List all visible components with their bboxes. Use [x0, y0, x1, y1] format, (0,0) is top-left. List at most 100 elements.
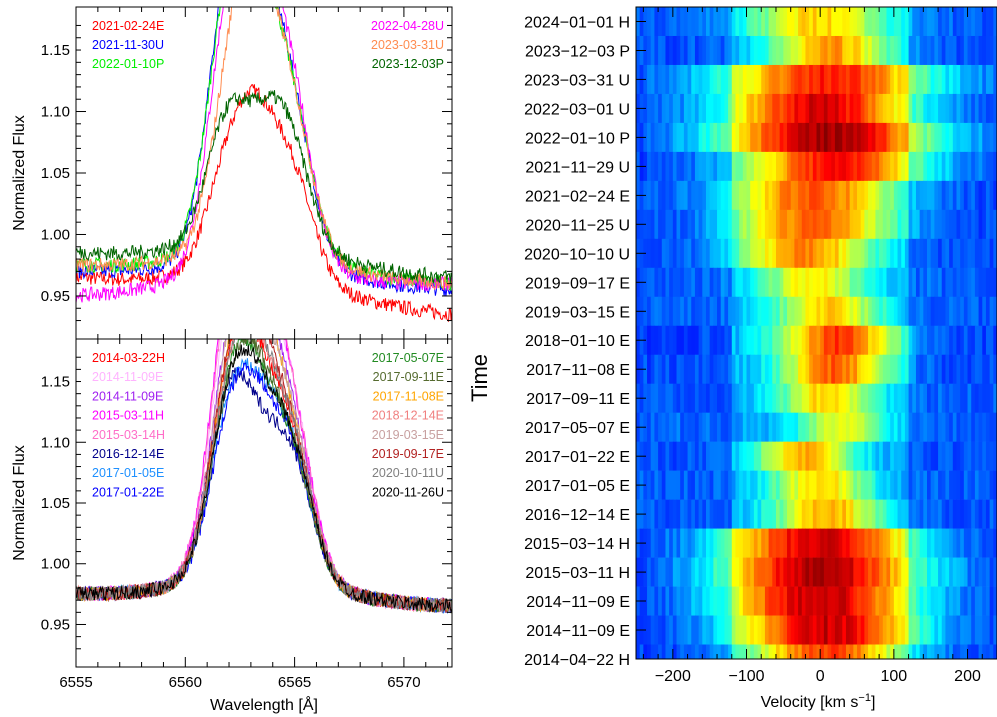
heatmap-cell [672, 238, 678, 269]
heatmap-cell [669, 93, 674, 124]
heatmap-cell [680, 383, 685, 413]
heatmap-cell [717, 296, 722, 327]
heatmap-cell [930, 238, 935, 269]
heatmap-cell [875, 93, 880, 124]
heatmap-cell [761, 35, 766, 66]
heatmap-cell [779, 412, 784, 442]
heatmap-cell [753, 528, 759, 558]
heatmap-cell [687, 325, 692, 356]
heatmap-cell [735, 528, 740, 558]
heatmap-cell [919, 325, 924, 356]
heatmap-cell [672, 296, 678, 327]
heatmap-cell [982, 93, 987, 124]
heatmap-cell [809, 64, 814, 95]
heatmap-cell [868, 7, 873, 37]
heatmap-cell [893, 383, 899, 413]
heatmap-cell [893, 209, 899, 240]
heatmap-cell [683, 35, 689, 66]
heatmap-cell [827, 151, 832, 182]
heatmap-cell [864, 180, 869, 211]
heatmap-cell [764, 354, 770, 385]
heatmap-cell [709, 615, 714, 645]
heatmap-cell [783, 93, 788, 124]
time-row-label: 2023−12−03 P [525, 44, 630, 61]
heatmap-cell [694, 238, 700, 269]
heatmap-cell [724, 586, 729, 616]
heatmap-cell [717, 644, 722, 660]
heatmap-cell [857, 528, 862, 558]
heatmap-cell [669, 528, 674, 558]
heatmap-cell [897, 180, 902, 211]
heatmap-cell [974, 7, 980, 37]
heatmap-cell [647, 499, 652, 529]
heatmap-cell [901, 528, 906, 558]
heatmap-cell [672, 151, 678, 182]
heatmap-cell [812, 644, 818, 660]
heatmap-cell [787, 151, 792, 182]
heatmap-cell [669, 122, 674, 153]
heatmap-cell [794, 354, 799, 385]
heatmap-cell [853, 412, 858, 442]
heatmap-cell [927, 267, 932, 298]
heatmap-cell [812, 499, 818, 529]
heatmap-cell [908, 325, 913, 356]
heatmap-cell [650, 412, 656, 442]
heatmap-cell [949, 528, 954, 558]
heatmap-cell [967, 122, 972, 153]
heatmap-cell [945, 267, 950, 298]
heatmap-cell [930, 586, 935, 616]
heatmap-cell [857, 644, 862, 660]
heatmap-cell [812, 557, 818, 587]
heatmap-cell [650, 615, 656, 645]
heatmap-cell [672, 557, 678, 587]
heatmap-cell [941, 499, 947, 529]
heatmap-cell [864, 354, 869, 385]
heatmap-cell [665, 644, 670, 660]
heatmap-cell [750, 557, 755, 587]
heatmap-cell [993, 470, 997, 500]
heatmap-cell [705, 7, 711, 37]
heatmap-cell [879, 325, 884, 356]
heatmap-cell [650, 267, 656, 298]
heatmap-cell [775, 354, 781, 385]
heatmap-cell [757, 325, 762, 356]
heatmap-cell [794, 586, 799, 616]
heatmap-cell [849, 586, 854, 616]
heatmap-cell [857, 122, 862, 153]
heatmap-cell [775, 93, 781, 124]
heatmap-cell [698, 64, 703, 95]
heatmap-cell [753, 441, 759, 471]
heatmap-cell [687, 122, 692, 153]
heatmap-cell [757, 180, 762, 211]
heatmap-cell [985, 383, 991, 413]
heatmap-cell [709, 383, 714, 413]
heatmap-cell [960, 35, 965, 66]
heatmap-cell [702, 615, 707, 645]
heatmap-cell [698, 383, 703, 413]
heatmap-cell [742, 151, 748, 182]
heatmap-cell [893, 354, 899, 385]
heatmap-cell [805, 586, 810, 616]
heatmap-cell [694, 209, 700, 240]
heatmap-cell [750, 180, 755, 211]
heatmap-cell [787, 122, 792, 153]
heatmap-cell [949, 64, 954, 95]
heatmap-cell [654, 64, 659, 95]
heatmap-cell [750, 412, 755, 442]
heatmap-cell [702, 499, 707, 529]
heatmap-cell [672, 122, 678, 153]
heatmap-cell [923, 470, 928, 500]
heatmap-cell [742, 615, 748, 645]
heatmap-cell [853, 296, 858, 327]
heatmap-cell [790, 470, 795, 500]
heatmap-cell [720, 412, 725, 442]
heatmap-cell [647, 7, 652, 37]
heatmap-cell [809, 354, 814, 385]
heatmap-cell [779, 180, 784, 211]
heatmap-cell [974, 93, 980, 124]
heatmap-cell [705, 644, 711, 660]
heatmap-cell [842, 528, 847, 558]
heatmap-cell [868, 267, 873, 298]
heatmap-cell [823, 412, 829, 442]
heatmap-cell [978, 441, 983, 471]
